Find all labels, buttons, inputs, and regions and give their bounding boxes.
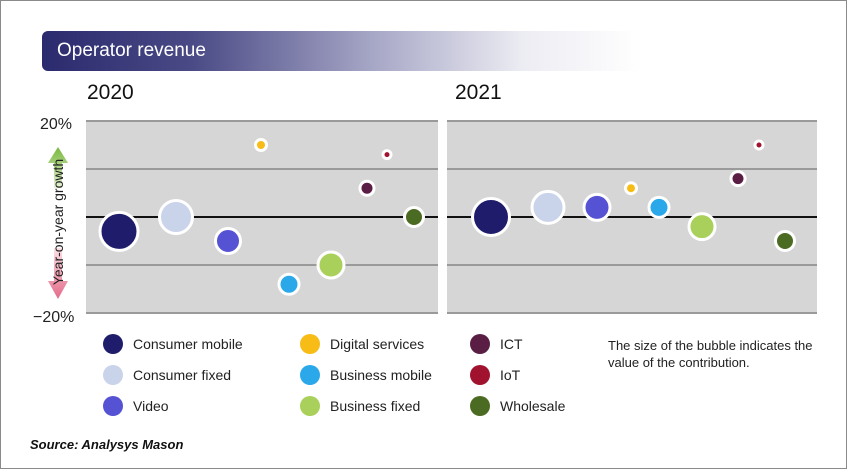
legend-item: Consumer mobile [103,333,243,355]
bubble-business-fixed [316,250,346,280]
legend-swatch [103,334,123,354]
bubble-iot [753,139,765,151]
panel-title-2020: 2020 [87,81,134,104]
legend-swatch [103,396,123,416]
legend-label: Video [133,398,169,414]
bubble-business-fixed [687,212,717,242]
legend-swatch [470,396,490,416]
legend-label: Digital services [330,336,425,352]
legend-label: Business fixed [330,398,421,414]
bubble-video [214,227,242,255]
y-tick-bottom: −20% [33,309,74,326]
legend-item: Business fixed [300,395,420,417]
legend-swatch [300,334,320,354]
legend-item: Business mobile [300,364,432,386]
down-arrow-icon [48,248,68,299]
legend-swatch [470,365,490,385]
bubble-business-mobile [277,272,301,296]
legend-item: Digital services [300,333,424,355]
chart-title: Operator revenue [57,40,206,61]
legend-item: ICT [470,333,523,355]
bubble-consumer-fixed [158,199,194,235]
legend-label: IoT [500,367,521,383]
bubble-digital-services [254,138,268,152]
legend-item: Wholesale [470,395,565,417]
bubble-ict [729,170,747,188]
bubble-ict [358,179,376,197]
bubble-consumer-mobile [98,210,140,252]
up-arrow-icon [48,147,68,188]
legend-label: Consumer mobile [133,336,243,352]
y-axis-label: Year-on-year growth [50,159,66,285]
source-label: Source: Analysys Mason [30,437,184,452]
bubble-wholesale [403,206,425,228]
bubble-size-note: The size of the bubble indicates the val… [608,338,813,370]
legend-item: Video [103,395,169,417]
panel-title-2021: 2021 [455,81,502,104]
legend-swatch [300,365,320,385]
bubble-business-mobile [647,195,671,219]
bubble-wholesale [774,230,796,252]
legend-swatch [300,396,320,416]
legend-item: IoT [470,364,520,386]
bubble-digital-services [624,181,638,196]
bubble-iot [381,149,393,161]
bubble-consumer-mobile [471,197,511,237]
legend-label: Consumer fixed [133,367,232,383]
legend-swatch [103,365,123,385]
y-tick-top: 20% [40,116,72,133]
legend-label: Wholesale [500,398,566,414]
legend-label: Business mobile [330,367,432,383]
bubble-video [582,192,612,222]
bubble-consumer-fixed [530,189,566,225]
legend-swatch [470,334,490,354]
legend-item: Consumer fixed [103,364,231,386]
title-banner: Operator revenue [42,31,642,71]
legend-label: ICT [500,336,523,352]
